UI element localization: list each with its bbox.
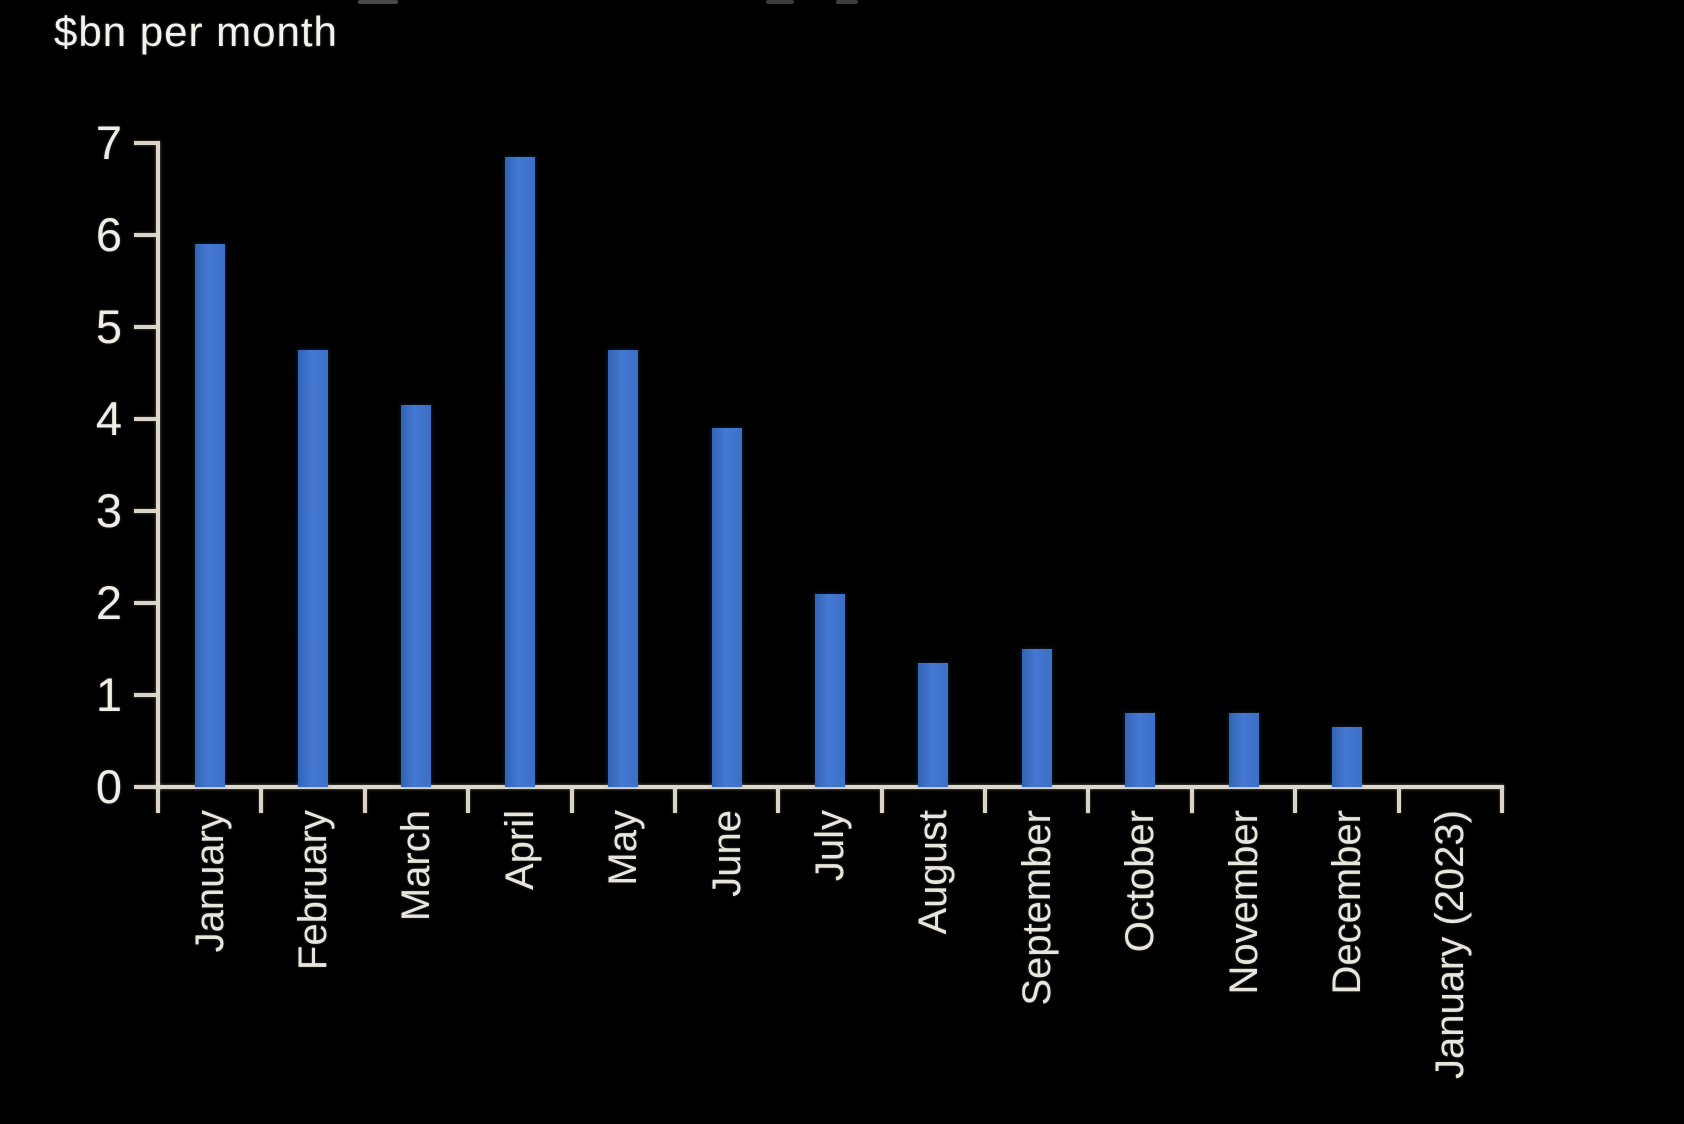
bar-june [711, 428, 742, 787]
y-axis-unit-label: $bn per month [54, 8, 338, 55]
x-axis-tick [983, 787, 988, 813]
y-axis-tick [134, 141, 156, 145]
cropped-text-artifact [358, 0, 398, 4]
x-tick-label-january: January [187, 810, 232, 953]
x-tick-label-september: September [1014, 810, 1059, 1006]
y-axis-tick [134, 233, 156, 237]
bar-may [608, 350, 639, 787]
y-tick-label: 5 [95, 300, 122, 353]
x-tick-label-december: December [1324, 810, 1369, 995]
x-tick-label-may: May [601, 810, 646, 886]
x-tick-label-august: August [911, 810, 956, 935]
y-axis-tick [134, 325, 156, 329]
x-axis-tick [156, 787, 160, 813]
x-axis-tick [776, 787, 781, 813]
x-tick-label-june: June [704, 810, 749, 897]
y-tick-label: 2 [95, 576, 122, 629]
x-tick-label-october: October [1118, 810, 1163, 953]
bar-april [504, 156, 535, 787]
y-tick-label: 7 [95, 116, 122, 169]
x-tick-label-april: April [497, 810, 542, 891]
y-tick-label: 0 [95, 760, 122, 813]
x-axis-tick [466, 787, 471, 813]
x-axis-tick [1086, 787, 1091, 813]
y-tick-label: 4 [95, 392, 122, 445]
y-tick-label: 6 [95, 208, 122, 261]
bar-october [1125, 713, 1156, 787]
bar-december [1331, 727, 1362, 787]
y-axis-tick [134, 785, 156, 789]
bar-february [298, 350, 329, 787]
bar-march [401, 405, 432, 787]
cropped-text-artifact [766, 0, 794, 4]
bar-august [918, 662, 949, 787]
x-axis-tick [1396, 787, 1401, 813]
bar-january [194, 244, 225, 787]
bar-november [1228, 713, 1259, 787]
x-axis-tick [1189, 787, 1194, 813]
y-axis-tick [134, 417, 156, 421]
x-axis-tick [362, 787, 367, 813]
y-axis-line [156, 141, 160, 789]
y-tick-label: 3 [95, 484, 122, 537]
x-tick-label-november: November [1221, 810, 1266, 995]
y-tick-label: 1 [95, 668, 122, 721]
x-axis-tick [1500, 787, 1504, 813]
x-axis-tick [259, 787, 264, 813]
x-axis-tick [672, 787, 677, 813]
x-axis-tick [879, 787, 884, 813]
x-tick-label-february: February [291, 810, 336, 971]
bar-july [815, 593, 845, 787]
x-tick-label-january-2023: January (2023) [1428, 810, 1473, 1080]
bar-september [1021, 649, 1052, 787]
x-axis-line [156, 785, 1504, 789]
x-axis-tick [1293, 787, 1298, 813]
x-tick-label-march: March [394, 810, 439, 922]
cropped-text-artifact [836, 0, 858, 4]
y-axis-tick [134, 601, 156, 605]
y-axis-tick [134, 693, 156, 697]
x-tick-label-july: July [808, 810, 852, 882]
y-axis-tick [134, 509, 156, 513]
x-axis-tick [569, 787, 574, 813]
